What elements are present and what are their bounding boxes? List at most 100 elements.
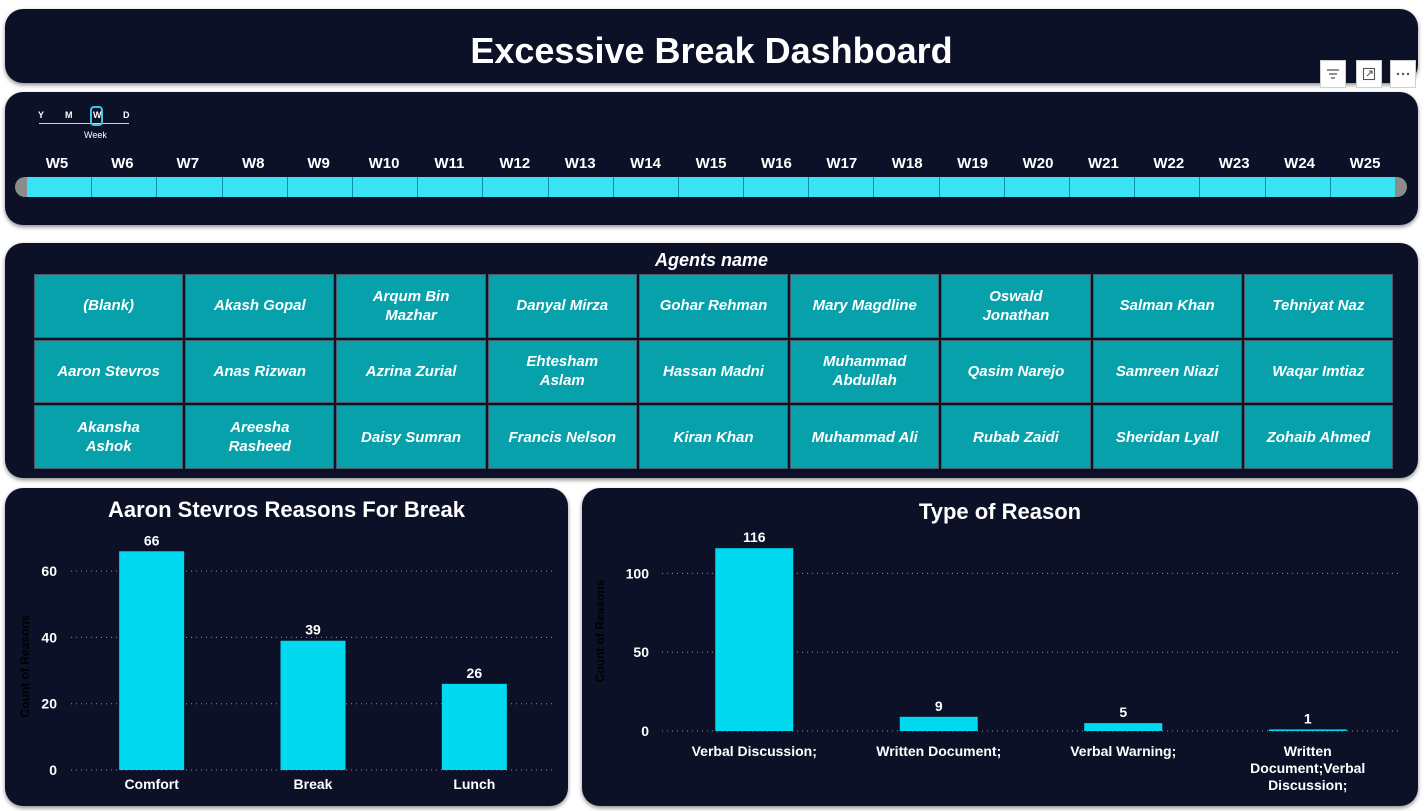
week-label: W7 <box>176 155 200 172</box>
x-tick-label: Lunch <box>453 776 495 792</box>
agent-tile[interactable]: Tehniyat Naz <box>1243 274 1393 338</box>
agent-tile[interactable]: Muhammad Ali <box>790 405 940 469</box>
slider-segment[interactable] <box>483 177 549 197</box>
y-tick-label: 0 <box>641 723 649 739</box>
agent-tile[interactable]: Hassan Madni <box>638 339 789 404</box>
bar <box>1268 729 1347 731</box>
agent-tile[interactable]: Qasim Narejo <box>941 339 1091 404</box>
slider-segment[interactable] <box>223 177 288 197</box>
agents-panel: Agents name (Blank) Akash Gopal Arqum Bin … <box>5 243 1418 478</box>
agent-tile[interactable]: Samreen Niazi <box>1092 339 1242 404</box>
slider-segment[interactable] <box>418 177 484 197</box>
hierarchy-year[interactable]: Y <box>38 110 45 120</box>
hierarchy-selected-indicator <box>90 106 103 126</box>
agent-tile[interactable]: Areesha Rasheed <box>185 405 335 469</box>
slider-segment[interactable] <box>1005 177 1070 197</box>
agents-title: Agents name <box>654 250 769 270</box>
y-axis-label: Count of Reasons <box>18 614 32 717</box>
week-label: W17 <box>826 155 858 172</box>
filter-icon[interactable] <box>1320 60 1346 88</box>
y-tick-label: 60 <box>41 563 57 579</box>
agent-tile[interactable]: Anas Rizwan <box>185 339 335 404</box>
reason-type-chart-panel: Type of Reason 0 50 100 Count of Reasons 116… <box>582 488 1418 806</box>
slider-segment[interactable] <box>809 177 875 197</box>
x-tick-label: Verbal Warning; <box>1070 743 1176 759</box>
slider-segment[interactable] <box>27 177 93 197</box>
slider-segment[interactable] <box>1070 177 1136 197</box>
agent-tile[interactable]: Salman Khan <box>1092 274 1242 338</box>
slider-segment[interactable] <box>614 177 679 197</box>
hierarchy-week[interactable]: W <box>93 110 102 120</box>
x-tick-label: Written Document; <box>876 743 1001 759</box>
week-label: W20 <box>1022 155 1054 172</box>
agent-tile-grid: (Blank) Akash Gopal Arqum Bin Mazhar Danyal… <box>34 274 1393 469</box>
agent-tile[interactable]: (Blank) <box>34 274 184 338</box>
data-label: 26 <box>467 665 483 681</box>
y-tick-label: 20 <box>41 696 57 712</box>
agent-tile[interactable]: Akansha Ashok <box>34 405 184 469</box>
agent-tile[interactable]: Ehtesham Aslam <box>487 339 637 404</box>
x-tick-label: Written Document;Verbal Discussion; <box>1250 743 1365 793</box>
focus-mode-icon[interactable] <box>1356 60 1382 88</box>
week-label: W19 <box>957 155 989 172</box>
slider-segment[interactable] <box>679 177 745 197</box>
y-tick-label: 50 <box>633 644 649 660</box>
slider-segment[interactable] <box>744 177 810 197</box>
agent-tile[interactable]: Waqar Imtiaz <box>1243 339 1393 404</box>
week-label: W6 <box>111 155 134 172</box>
bar <box>441 683 507 770</box>
x-tick-label: Verbal Discussion; <box>692 743 817 759</box>
slider-segment[interactable] <box>157 177 223 197</box>
slider-segment[interactable] <box>549 177 614 197</box>
agent-tile[interactable]: Gohar Rehman <box>638 274 789 338</box>
agent-tile[interactable]: Mary Magdline <box>790 274 940 338</box>
agent-tile[interactable]: Daisy Sumran <box>336 405 486 469</box>
bar <box>899 716 978 731</box>
more-options-icon[interactable] <box>1390 60 1416 88</box>
y-tick-label: 100 <box>626 565 650 581</box>
slider-segment[interactable] <box>1331 177 1395 197</box>
agent-tile[interactable]: Akash Gopal <box>185 274 335 338</box>
data-label: 39 <box>305 622 321 638</box>
date-hierarchy-control[interactable]: Y M W D Week <box>35 106 135 140</box>
bar <box>715 548 794 731</box>
week-slicer-panel: Y M W D Week W5 W6 W7 W8 W9 W10 W11 W12 W13 W14 W1… <box>5 92 1418 225</box>
agent-tile[interactable]: Danyal Mirza <box>487 274 637 338</box>
agent-tile[interactable]: Azrina Zurial <box>336 339 486 404</box>
page-title: Excessive Break Dashboard <box>470 30 953 71</box>
data-label: 5 <box>1119 704 1127 720</box>
agent-tile[interactable]: Kiran Khan <box>638 405 789 469</box>
agent-tile[interactable]: Muhammad Abdullah <box>790 339 940 404</box>
data-label: 66 <box>144 532 160 548</box>
slider-segment[interactable] <box>288 177 353 197</box>
slider-range-fill[interactable] <box>27 177 1395 197</box>
agent-tile[interactable]: Rubab Zaidi <box>941 405 1091 469</box>
agent-tile[interactable]: Arqum Bin Mazhar <box>336 274 486 338</box>
data-label: 1 <box>1304 710 1312 726</box>
week-label: W22 <box>1153 155 1185 172</box>
x-tick-label: Break <box>294 776 333 792</box>
bar <box>1084 723 1163 731</box>
agent-tile[interactable]: Zohaib Ahmed <box>1243 405 1393 469</box>
slider-segment[interactable] <box>353 177 419 197</box>
break-reasons-chart: 0 20 40 60 Count of Reasons 66 Comfort 39 Break 2… <box>18 532 555 792</box>
slider-segment[interactable] <box>1266 177 1331 197</box>
hierarchy-month[interactable]: M <box>65 110 73 120</box>
week-label: W25 <box>1349 155 1381 172</box>
slider-segment[interactable] <box>92 177 158 197</box>
agent-tile[interactable]: Oswald Jonathan <box>941 274 1091 338</box>
hierarchy-day[interactable]: D <box>123 110 130 120</box>
agent-tile[interactable]: Sheridan Lyall <box>1092 405 1242 469</box>
break-reasons-chart-panel: Aaron Stevros Reasons For Break 0 20 40 60 C… <box>5 488 568 806</box>
data-label: 9 <box>935 698 943 714</box>
week-label: W14 <box>630 155 662 172</box>
slider-segment[interactable] <box>940 177 1005 197</box>
slider-segment[interactable] <box>874 177 940 197</box>
week-label: W18 <box>891 155 923 172</box>
agent-tile[interactable]: Francis Nelson <box>487 405 637 469</box>
agent-tile[interactable]: Aaron Stevros <box>34 339 184 404</box>
slider-segment[interactable] <box>1200 177 1266 197</box>
reason-type-chart: 0 50 100 Count of Reasons 116 Verbal Discussi… <box>593 529 1400 793</box>
title-panel: Excessive Break Dashboard <box>5 9 1418 83</box>
slider-segment[interactable] <box>1135 177 1201 197</box>
